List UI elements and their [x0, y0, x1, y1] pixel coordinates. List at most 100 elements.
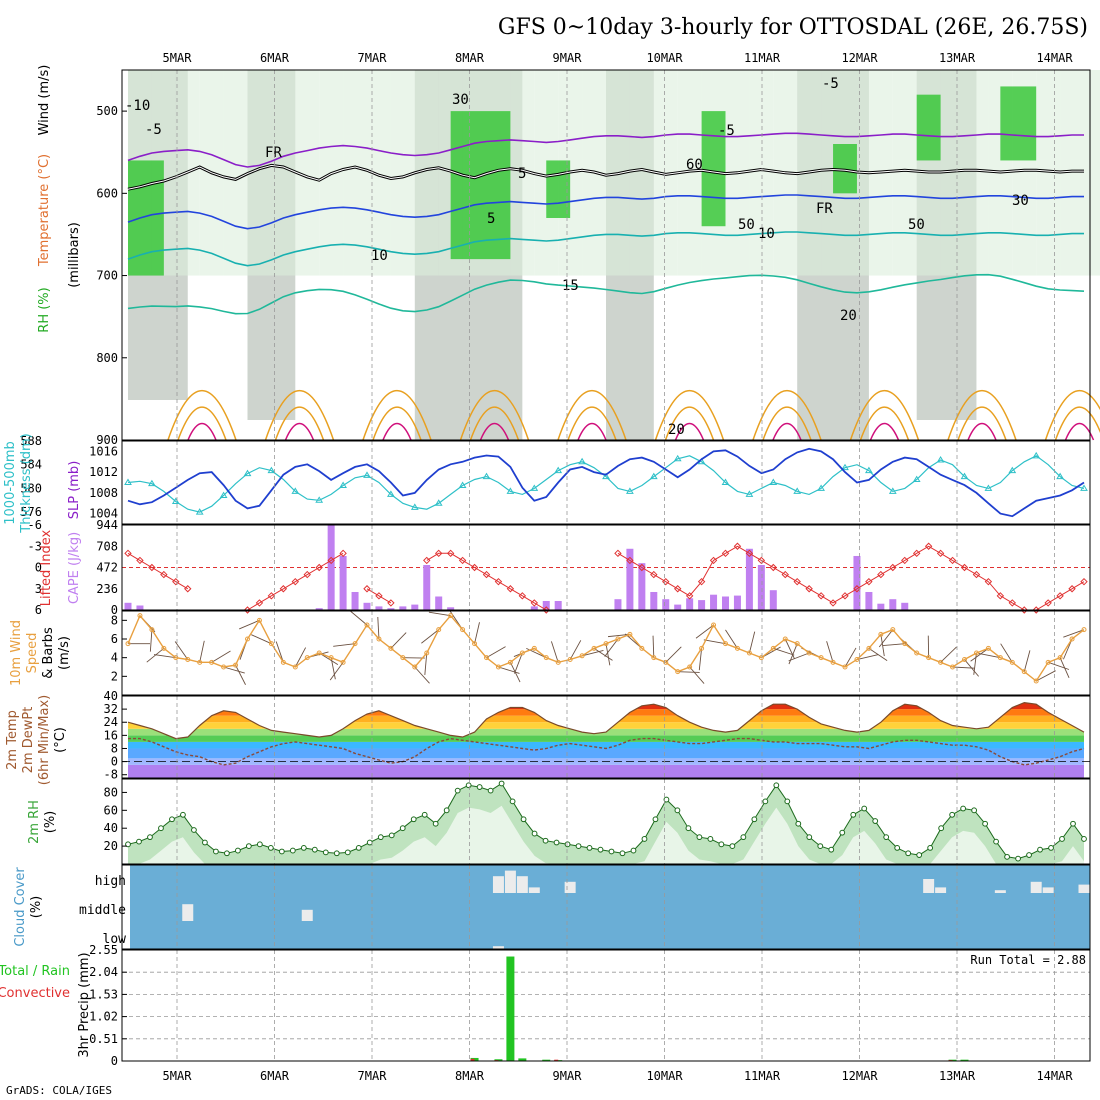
pressure-tick: 900	[96, 433, 118, 447]
ylabel-temp: (6hr Min/Max)	[37, 695, 52, 785]
wind-barb	[784, 638, 795, 660]
thickness-marker	[243, 469, 252, 477]
rh-marker	[158, 825, 164, 832]
isotherm-dome	[947, 390, 1017, 441]
wind-speed-marker	[173, 655, 179, 661]
wind-barb	[153, 654, 176, 659]
date-label-top: 14MAR	[1036, 51, 1073, 65]
wind-speed-marker	[579, 653, 585, 659]
wind-tick: 4	[111, 651, 118, 665]
slp-tick: 1008	[89, 486, 118, 500]
thickness-marker	[721, 478, 730, 485]
wind-speed-marker	[531, 645, 537, 651]
ylabel-cape: CAPE (J/kg)	[67, 532, 82, 604]
cape-bar	[530, 606, 538, 610]
wind-speed-marker	[758, 655, 764, 661]
wind-speed-marker	[484, 655, 489, 661]
wind-speed-marker	[388, 645, 394, 651]
cloud-layer-label: low	[103, 932, 127, 947]
isotherm-dome	[372, 406, 422, 441]
rh-marker	[740, 834, 747, 841]
temp-band	[128, 722, 1084, 729]
thickness-marker	[291, 487, 300, 494]
contour-label: FR	[265, 145, 282, 161]
wind-speed-marker	[543, 655, 549, 661]
date-label-bottom: 7MAR	[358, 1069, 388, 1083]
wind-speed-marker	[818, 655, 824, 661]
wind-speed-marker	[663, 659, 669, 665]
rh-marker	[619, 850, 626, 857]
isotherm-dome	[762, 406, 812, 441]
wind-speed-marker	[830, 659, 836, 665]
rh-marker	[147, 834, 153, 841]
contour-label: 30	[452, 92, 469, 108]
wind-speed-marker	[866, 645, 872, 651]
wind-barb	[1063, 629, 1085, 638]
temp-frame	[121, 695, 1091, 779]
pressure-tick: 600	[96, 186, 118, 200]
wind-speed-marker	[304, 655, 310, 661]
isotherm-dome	[382, 422, 412, 441]
wind-barb	[973, 652, 977, 675]
rh-shading-light	[510, 70, 535, 276]
precip-tick: 2.04	[89, 965, 118, 979]
cloud-bar	[935, 887, 947, 893]
thickness-tick: 588	[20, 434, 42, 448]
rh-marker	[191, 827, 197, 833]
rh-marker	[454, 787, 461, 794]
rh-marker	[894, 844, 901, 851]
lifted-index-marker	[363, 585, 371, 593]
contour-label: -5	[145, 122, 162, 138]
cape-tick: 944	[96, 518, 118, 532]
cape-tick: 472	[96, 561, 118, 575]
cape-bar	[853, 555, 861, 610]
wind-tick: 8	[111, 613, 118, 627]
rh-shading-green	[450, 111, 511, 260]
rh-marker	[839, 829, 846, 836]
cape-bar	[638, 563, 646, 610]
wind-speed-marker	[699, 645, 705, 651]
rh-marker	[872, 818, 879, 824]
ylabel-wind10m: Speed	[25, 633, 40, 674]
chart-title: GFS 0~10day 3-hourly for OTTOSDAL (26E, …	[498, 15, 1088, 40]
cape-bar	[315, 608, 323, 610]
date-label-bottom: 12MAR	[841, 1069, 878, 1083]
pressure-tick: 700	[96, 269, 118, 283]
cape-bar	[363, 602, 371, 610]
wind-speed-marker	[185, 657, 191, 663]
slp-frame	[121, 440, 1091, 525]
rh-marker	[1070, 820, 1076, 827]
wind-speed-marker	[878, 631, 884, 637]
thickness-marker	[434, 499, 443, 506]
slp-tick: 1012	[89, 465, 118, 479]
wind-speed-marker	[734, 645, 740, 651]
cloud-bar	[516, 876, 528, 893]
cape-bar	[554, 600, 562, 610]
rh-marker	[982, 820, 989, 827]
wind-speed-marker	[519, 650, 525, 656]
wind-barb	[235, 664, 246, 685]
date-label-top: 6MAR	[260, 51, 290, 65]
date-label-bottom: 8MAR	[455, 1069, 485, 1083]
rh-marker	[125, 841, 131, 848]
thickness-marker	[626, 487, 634, 494]
wind-barb	[970, 647, 989, 662]
rh-marker	[938, 825, 945, 832]
precip-total-bar	[960, 1059, 969, 1061]
rh-marker	[366, 839, 373, 846]
wind-barb	[550, 641, 559, 663]
lifted-index-marker	[924, 542, 933, 550]
stability-frame	[121, 524, 1091, 611]
wind-speed-marker	[424, 650, 430, 656]
wind-barb	[773, 647, 795, 656]
rh-marker	[707, 836, 714, 842]
contour-label: 30	[1012, 193, 1029, 209]
wind-barb	[826, 641, 834, 663]
lifted-index-line	[247, 552, 344, 611]
date-label-top: 9MAR	[553, 51, 583, 65]
wind-barb	[593, 647, 613, 661]
rh-marker	[388, 832, 395, 839]
freezing-level-inner	[127, 164, 1084, 190]
rh-marker	[630, 847, 637, 854]
date-label-bottom: 13MAR	[939, 1069, 976, 1083]
